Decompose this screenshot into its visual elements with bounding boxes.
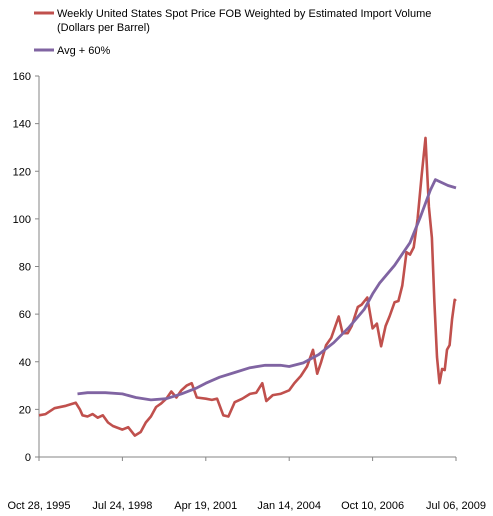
y-tick-label: 20 [19, 404, 31, 416]
y-tick-label: 60 [19, 309, 31, 321]
x-tick-label: Jul 06, 2009 [426, 500, 486, 512]
y-tick-label: 80 [19, 262, 31, 274]
y-tick-label: 100 [13, 214, 31, 226]
y-tick-label: 0 [25, 452, 31, 464]
y-tick-label: 140 [13, 119, 31, 131]
series-line-spot-price [38, 136, 457, 437]
y-tick-label: 40 [19, 357, 31, 369]
x-tick-label: Jul 24, 1998 [92, 500, 152, 512]
legend-label-spot-price-line-2: (Dollars per Barrel) [57, 22, 150, 34]
legend-label-spot-price: Weekly United States Spot Price FOB Weig… [57, 8, 434, 34]
x-tick-label: Jan 14, 2004 [257, 500, 321, 512]
y-tick-label: 120 [13, 166, 31, 178]
series-line-avg-60 [77, 178, 457, 402]
x-tick-label: Oct 10, 2006 [341, 500, 404, 512]
plot-area [38, 136, 457, 437]
chart-legend: Weekly United States Spot Price FOB Weig… [34, 8, 434, 57]
y-tick-label: 160 [13, 71, 31, 83]
x-tick-label: Apr 19, 2001 [174, 500, 237, 512]
x-tick-label: Oct 28, 1995 [8, 500, 71, 512]
legend-label-avg-60: Avg + 60% [57, 45, 111, 57]
legend-label-spot-price-line-1: Weekly United States Spot Price FOB Weig… [57, 8, 431, 20]
chart-axes: 0 20 40 60 80 100 120 140 160 Oct 28, 1995 Jul 24,… [8, 71, 486, 512]
